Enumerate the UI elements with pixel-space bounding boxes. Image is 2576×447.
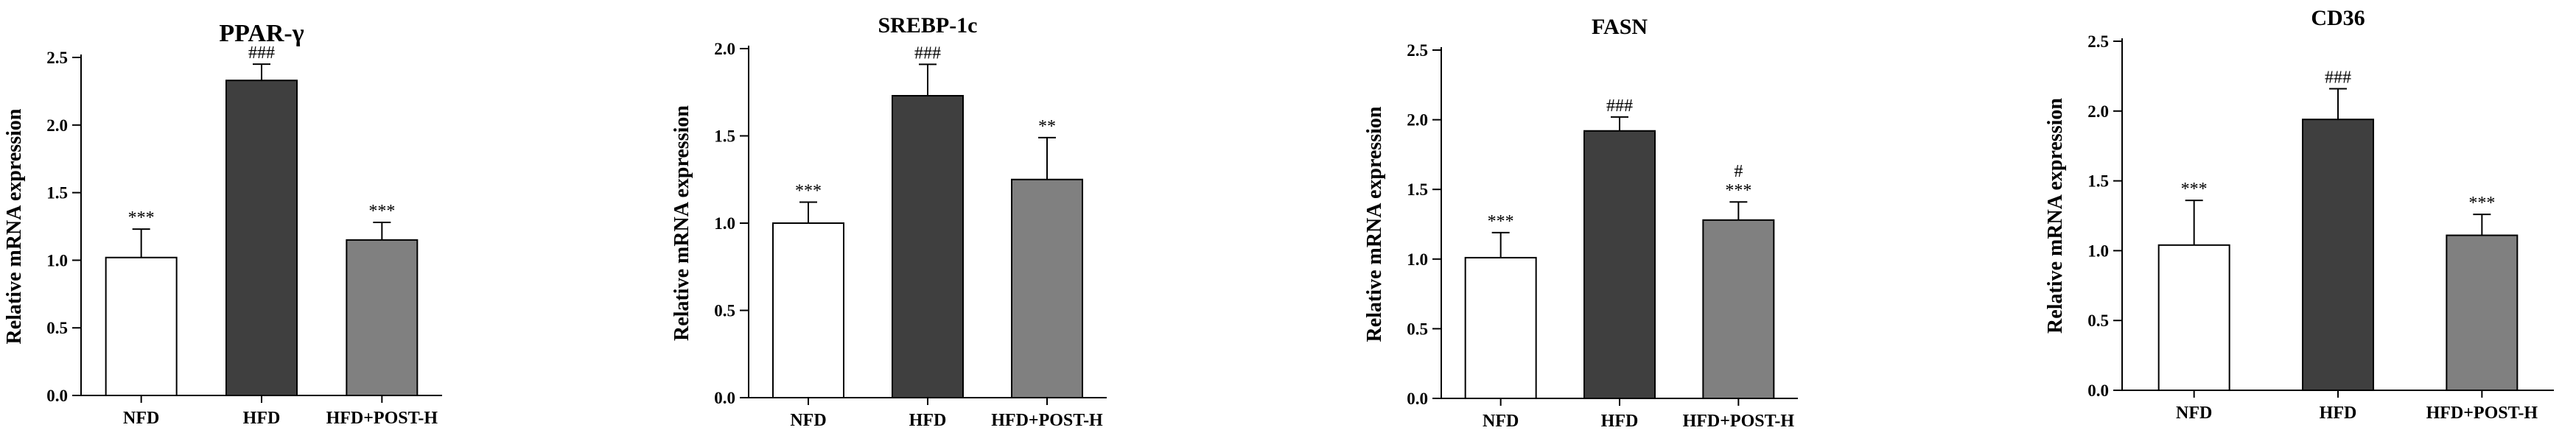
chart-panel-1: PPAR-γ Relative mRNA expression *** NFD ### H… [3, 20, 442, 428]
y-tick-label: 0.5 [2087, 312, 2109, 330]
bar-hfd-post-h [2446, 234, 2519, 391]
chart-title: CD36 [2311, 6, 2365, 30]
y-tick-label: 2.0 [46, 116, 68, 135]
significance-label: ### [1606, 96, 1633, 116]
bar-hfd [225, 80, 298, 396]
bar-hfd-post-h [346, 239, 419, 396]
y-tick-label: 2.0 [714, 40, 735, 58]
y-tick-label: 1.5 [46, 184, 68, 203]
y-tick-label: 2.5 [46, 49, 68, 67]
x-tick-label: HFD+POST-H [991, 411, 1103, 430]
y-tick-label: 2.5 [1407, 41, 1428, 60]
bar-nfd [2157, 244, 2230, 392]
y-tick-label: 1.0 [714, 214, 735, 233]
y-tick-label: 1.5 [714, 127, 735, 146]
significance-label: *** [1725, 181, 1751, 200]
x-tick-label: HFD+POST-H [326, 409, 438, 428]
y-axis-label: Relative mRNA expression [671, 105, 693, 341]
significance-label: *** [2468, 194, 2495, 213]
x-tick-label: HFD [909, 411, 947, 430]
chart-panel-4: CD36 Relative mRNA expression *** NFD ### HFD… [2044, 6, 2554, 423]
chart-panel-2: SREBP-1c Relative mRNA expression *** NFD ##… [671, 13, 1107, 430]
significance-label: *** [1488, 212, 1514, 231]
y-tick-label: 0.5 [46, 319, 68, 337]
significance-label: *** [2181, 180, 2208, 199]
y-tick-label: 0.0 [46, 387, 68, 405]
chart-title: PPAR-γ [219, 20, 304, 47]
bar-nfd [1464, 256, 1537, 399]
y-tick-label: 1.0 [2087, 242, 2109, 260]
y-tick-label: 1.5 [1407, 180, 1428, 199]
chart-title: SREBP-1c [878, 13, 978, 38]
x-tick-label: HFD [243, 409, 281, 428]
x-tick-label: HFD [1601, 412, 1639, 431]
chart-panel-3: FASN Relative mRNA expression *** NFD ### HFD… [1363, 15, 1798, 431]
bar-nfd [105, 256, 178, 396]
x-tick-label: NFD [1483, 412, 1519, 431]
y-tick-label: 2.0 [1407, 111, 1428, 130]
significance-label: # [1734, 162, 1743, 181]
x-tick-label: HFD+POST-H [2426, 404, 2538, 423]
significance-label: *** [368, 202, 395, 221]
y-tick-label: 1.0 [1407, 250, 1428, 269]
y-tick-label: 2.5 [2087, 32, 2109, 51]
bar-nfd [772, 222, 844, 398]
significance-label: ### [914, 43, 941, 63]
significance-label: ** [1038, 117, 1056, 136]
bar-hfd [892, 94, 964, 399]
y-tick-label: 0.5 [1407, 320, 1428, 338]
bar-hfd [2302, 119, 2374, 391]
y-tick-label: 1.5 [2087, 172, 2109, 191]
significance-label: ### [2325, 68, 2351, 87]
y-tick-label: 0.0 [2087, 381, 2109, 400]
significance-label: *** [795, 182, 822, 201]
significance-label: ### [248, 43, 275, 63]
y-axis-label: Relative mRNA expression [1363, 106, 1386, 342]
x-tick-label: NFD [2176, 404, 2212, 423]
x-tick-label: NFD [790, 411, 826, 430]
x-tick-label: HFD [2320, 404, 2357, 423]
y-axis-label: Relative mRNA expression [2044, 98, 2067, 334]
y-tick-label: 0.0 [1407, 390, 1428, 408]
x-tick-label: HFD+POST-H [1683, 412, 1795, 431]
bar-hfd [1583, 130, 1656, 399]
y-tick-label: 1.0 [46, 251, 68, 270]
bar-hfd-post-h [1702, 219, 1775, 399]
y-axis-label: Relative mRNA expression [3, 108, 26, 344]
chart-title: FASN [1592, 15, 1648, 39]
bar-hfd-post-h [1011, 178, 1083, 398]
x-tick-label: NFD [123, 409, 159, 428]
y-tick-label: 0.5 [714, 302, 735, 320]
y-tick-label: 0.0 [714, 389, 735, 407]
significance-label: *** [128, 208, 155, 228]
y-tick-label: 2.0 [2087, 102, 2109, 121]
